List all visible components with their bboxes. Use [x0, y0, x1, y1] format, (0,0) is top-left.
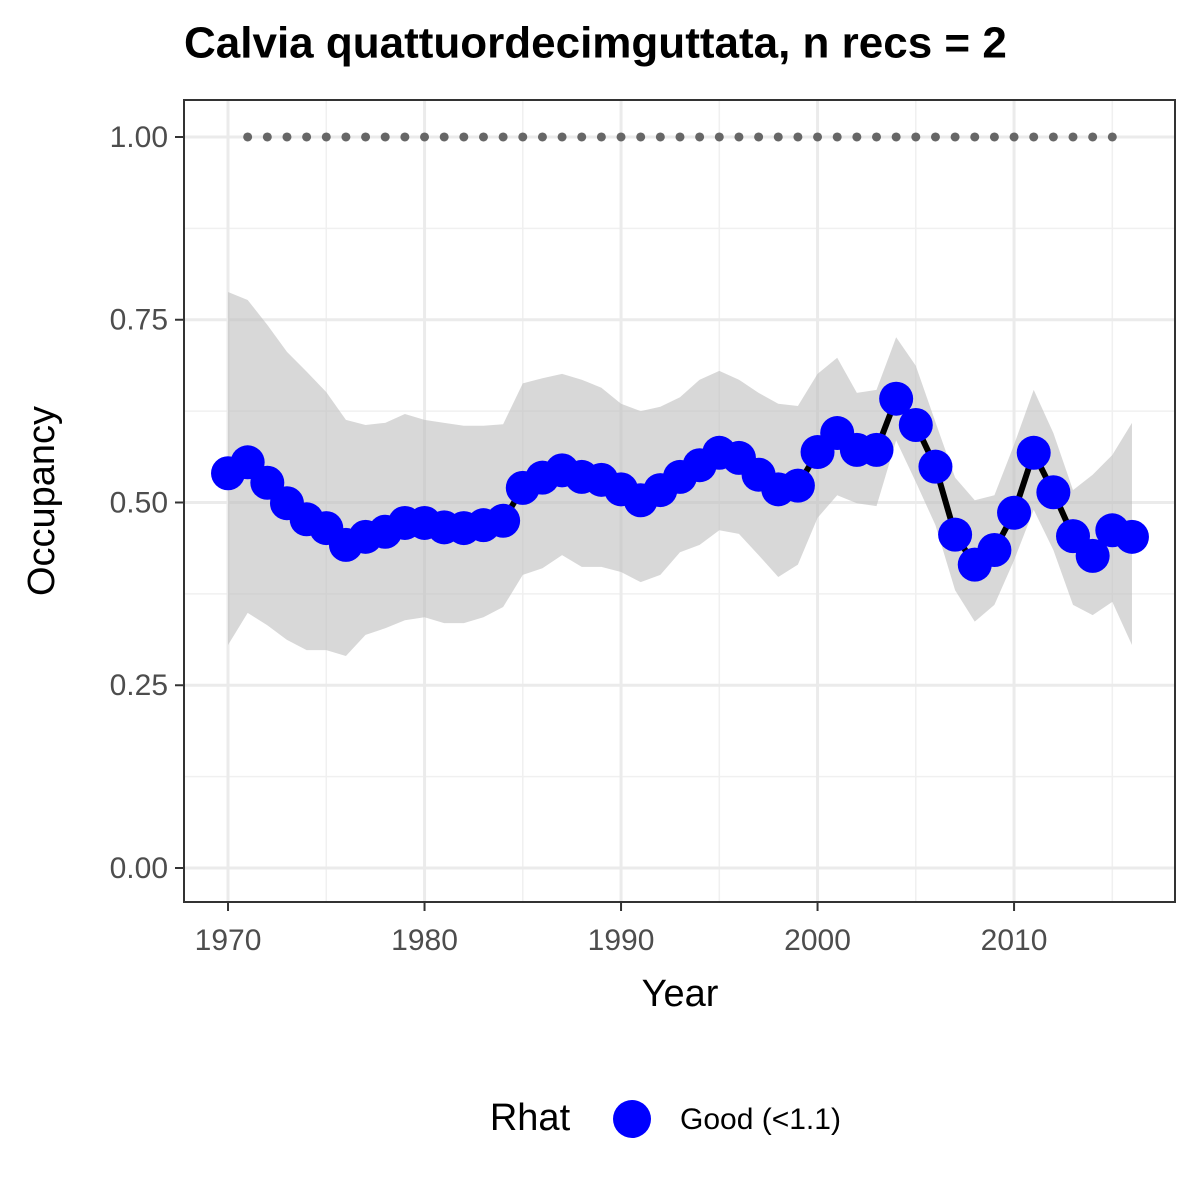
record-dot [439, 132, 449, 142]
record-dot [302, 132, 312, 142]
record-dot [655, 132, 665, 142]
point [997, 495, 1032, 530]
point [977, 533, 1012, 568]
record-dot [675, 132, 685, 142]
record-dot [518, 132, 528, 142]
record-dot [714, 132, 724, 142]
record-dot [793, 132, 803, 142]
record-dot [557, 132, 567, 142]
record-dot [1048, 132, 1058, 142]
record-dot [970, 132, 980, 142]
point [1016, 435, 1051, 470]
record-dot [400, 132, 410, 142]
record-dot [537, 132, 547, 142]
x-tick-label: 1970 [195, 924, 262, 957]
record-dot [734, 132, 744, 142]
legend-title: Rhat [490, 1097, 571, 1139]
y-tick-label: 0.25 [110, 669, 168, 702]
record-dot [891, 132, 901, 142]
record-dot [478, 132, 488, 142]
point [1075, 538, 1110, 573]
record-dot [773, 132, 783, 142]
y-tick-label: 0.50 [110, 486, 168, 519]
record-dot [911, 132, 921, 142]
record-dot [1029, 132, 1039, 142]
record-dot [380, 132, 390, 142]
point [1114, 519, 1149, 554]
record-dot [420, 132, 430, 142]
record-dot [341, 132, 351, 142]
record-dot [282, 132, 292, 142]
point [780, 468, 815, 503]
y-tick-label: 0.00 [110, 852, 168, 885]
record-dot [1068, 132, 1078, 142]
record-dot [1009, 132, 1019, 142]
record-dot [262, 132, 272, 142]
point [1036, 475, 1071, 510]
x-axis-label: Year [642, 973, 719, 1015]
legend-marker [613, 1100, 651, 1138]
record-dot [616, 132, 626, 142]
record-dot [695, 132, 705, 142]
point [879, 381, 914, 416]
point [486, 503, 521, 538]
record-dot [989, 132, 999, 142]
point [859, 432, 894, 467]
record-dot [852, 132, 862, 142]
record-dot [832, 132, 842, 142]
y-tick-label: 0.75 [110, 304, 168, 337]
y-axis-label: Occupancy [21, 406, 63, 596]
x-tick-label: 1990 [588, 924, 655, 957]
x-tick-label: 2000 [784, 924, 851, 957]
record-dot [930, 132, 940, 142]
point [938, 517, 973, 552]
chart-title: Calvia quattuordecimguttata, n recs = 2 [184, 19, 1007, 68]
record-dot [361, 132, 371, 142]
point [898, 408, 933, 443]
record-dot [596, 132, 606, 142]
record-dot [459, 132, 469, 142]
record-dot [321, 132, 331, 142]
record-dot [950, 132, 960, 142]
record-dot [1107, 132, 1117, 142]
x-tick-label: 1980 [391, 924, 458, 957]
x-tick-label: 2010 [981, 924, 1048, 957]
record-dot [1088, 132, 1098, 142]
record-dot [754, 132, 764, 142]
record-dot [577, 132, 587, 142]
legend-label: Good (<1.1) [680, 1103, 841, 1136]
record-dot [243, 132, 253, 142]
panel-border [183, 99, 1176, 903]
record-dot [872, 132, 882, 142]
record-dot [813, 132, 823, 142]
record-dot [498, 132, 508, 142]
record-dot [636, 132, 646, 142]
point [918, 449, 953, 484]
y-tick-label: 1.00 [110, 121, 168, 154]
